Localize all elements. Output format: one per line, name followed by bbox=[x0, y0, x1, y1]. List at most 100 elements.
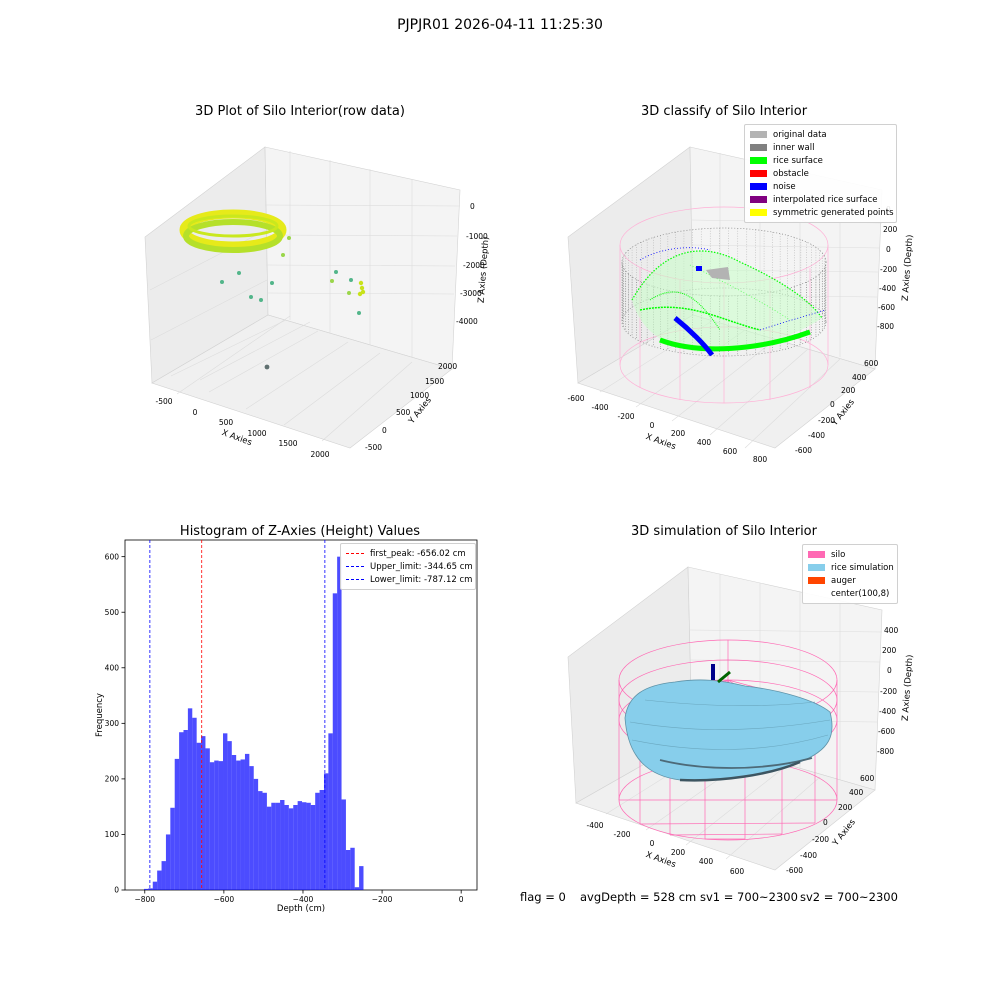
histogram-y-tick-label: 300 bbox=[105, 719, 120, 728]
histogram-bar bbox=[157, 870, 162, 890]
histogram-bar bbox=[196, 742, 202, 890]
histogram-bar bbox=[253, 778, 259, 890]
classify-x-tick: 0 bbox=[650, 421, 655, 430]
legend-swatch bbox=[750, 131, 767, 138]
classify-x-tick: 800 bbox=[753, 455, 768, 464]
raw-y-tick: 1500 bbox=[425, 377, 444, 386]
histogram-bar bbox=[288, 808, 294, 890]
classify-x-tick: -600 bbox=[567, 394, 584, 403]
simulation-x-tick: -200 bbox=[613, 830, 630, 839]
legend-entry: Lower_limit: -787.12 cm bbox=[346, 573, 472, 586]
histogram-bar bbox=[262, 792, 267, 890]
raw-y-tick: 0 bbox=[382, 426, 387, 435]
histogram-bar bbox=[306, 802, 311, 890]
histogram-bar bbox=[240, 759, 245, 890]
raw-3d-axes: -500 0 500 1000 1500 2000 -500 0 500 100… bbox=[144, 146, 491, 459]
raw-y-tick: 2000 bbox=[438, 362, 457, 371]
raw-y-tick: 1000 bbox=[410, 391, 429, 400]
histogram-y-ticks: 0 100 200 300 400 500 600 bbox=[105, 552, 125, 895]
classify-plot-title: 3D classify of Silo Interior bbox=[640, 104, 808, 119]
histogram-bar bbox=[284, 805, 289, 890]
raw-plot-title: 3D Plot of Silo Interior(row data) bbox=[195, 104, 405, 119]
legend-entry: rice simulation bbox=[808, 561, 894, 574]
simulation-y-tick: 0 bbox=[823, 818, 828, 827]
raw-z-tick: 0 bbox=[470, 202, 475, 211]
histogram-bars bbox=[143, 556, 364, 890]
histogram-y-tick-label: 500 bbox=[105, 608, 120, 617]
legend-swatch bbox=[750, 144, 767, 151]
legend-label: inner wall bbox=[773, 142, 815, 153]
legend-entry: first_peak: -656.02 cm bbox=[346, 547, 470, 560]
legend-swatch bbox=[808, 564, 825, 571]
classify-z-tick: -600 bbox=[878, 303, 895, 312]
classify-y-tick: 600 bbox=[864, 359, 879, 368]
legend-swatch bbox=[808, 551, 825, 558]
histogram-bar bbox=[345, 850, 351, 890]
classify-z-tick: -200 bbox=[880, 265, 897, 274]
histogram-bar bbox=[209, 762, 215, 890]
histogram-bar bbox=[302, 802, 307, 890]
histogram-title: Histogram of Z-Axies (Height) Values bbox=[179, 524, 421, 539]
classify-z-tick: -400 bbox=[879, 284, 896, 293]
histogram-bar bbox=[350, 847, 355, 890]
histogram-bar bbox=[223, 733, 228, 890]
histogram-bar bbox=[315, 792, 320, 890]
histogram-bar bbox=[275, 802, 281, 890]
legend-entry: original data bbox=[750, 128, 891, 141]
simulation-x-tick: 0 bbox=[650, 839, 655, 848]
legend-swatch bbox=[346, 566, 364, 567]
legend-label: symmetric generated points bbox=[773, 207, 894, 218]
simulation-z-tick: -800 bbox=[877, 747, 894, 756]
classify-z-label: Z Axies (Depth) bbox=[901, 234, 916, 301]
legend-label: obstacle bbox=[773, 168, 809, 179]
histogram-bar bbox=[148, 888, 153, 890]
raw-z-tick: -2000 bbox=[463, 261, 485, 270]
classify-x-tick: 400 bbox=[697, 438, 712, 447]
simulation-z-tick: -400 bbox=[879, 707, 896, 716]
classify-y-tick: 400 bbox=[852, 373, 867, 382]
classify-z-tick: -800 bbox=[877, 322, 894, 331]
legend-entry: symmetric generated points bbox=[750, 206, 894, 219]
histogram-bar bbox=[143, 888, 149, 890]
histogram-bar bbox=[258, 791, 263, 890]
legend-label: center(100,8) bbox=[831, 588, 890, 599]
histogram-bar bbox=[244, 753, 250, 890]
histogram-bar bbox=[297, 801, 303, 890]
simulation-z-tick: 200 bbox=[882, 646, 897, 655]
legend-entry: Upper_limit: -344.65 cm bbox=[346, 560, 473, 573]
histogram-x-tick-label: −400 bbox=[293, 895, 314, 904]
legend-entry: inner wall bbox=[750, 141, 891, 154]
classify-y-tick: -200 bbox=[818, 416, 835, 425]
histogram-bar bbox=[332, 593, 338, 890]
legend-entry: noise bbox=[750, 180, 891, 193]
simulation-y-tick: 200 bbox=[838, 803, 853, 812]
simulation-legend: silo rice simulation auger center(100,8) bbox=[802, 544, 898, 604]
legend-swatch bbox=[808, 577, 825, 584]
simulation-auger bbox=[711, 664, 731, 684]
simulation-y-tick: 400 bbox=[849, 788, 864, 797]
legend-label: silo bbox=[831, 549, 846, 560]
simulation-z-tick: 0 bbox=[887, 666, 892, 675]
histogram-bar bbox=[293, 805, 298, 890]
histogram-bar bbox=[174, 758, 180, 890]
raw-x-tick: 1000 bbox=[247, 429, 266, 438]
raw-y-tick: 500 bbox=[396, 408, 411, 417]
legend-label: Upper_limit: -344.65 cm bbox=[370, 561, 473, 572]
simulation-z-tick: 400 bbox=[884, 626, 899, 635]
raw-x-tick: 0 bbox=[193, 408, 198, 417]
histogram-x-tick-label: −200 bbox=[372, 895, 393, 904]
raw-x-tick: 2000 bbox=[310, 450, 329, 459]
legend-label: rice simulation bbox=[831, 562, 894, 573]
classify-y-tick: -600 bbox=[795, 446, 812, 455]
raw-z-tick: -4000 bbox=[456, 317, 478, 326]
classify-x-tick: -200 bbox=[617, 412, 634, 421]
histogram-bar bbox=[266, 806, 272, 890]
histogram-bar bbox=[165, 834, 171, 890]
raw-point-cloud bbox=[179, 209, 366, 370]
simulation-z-tick: -200 bbox=[880, 687, 897, 696]
simulation-plot-title: 3D simulation of Silo Interior bbox=[631, 524, 817, 539]
histogram-x-tick-label: −600 bbox=[214, 895, 235, 904]
legend-label: rice surface bbox=[773, 155, 823, 166]
classify-rice-surface bbox=[631, 250, 823, 352]
simulation-y-tick: 600 bbox=[860, 774, 875, 783]
